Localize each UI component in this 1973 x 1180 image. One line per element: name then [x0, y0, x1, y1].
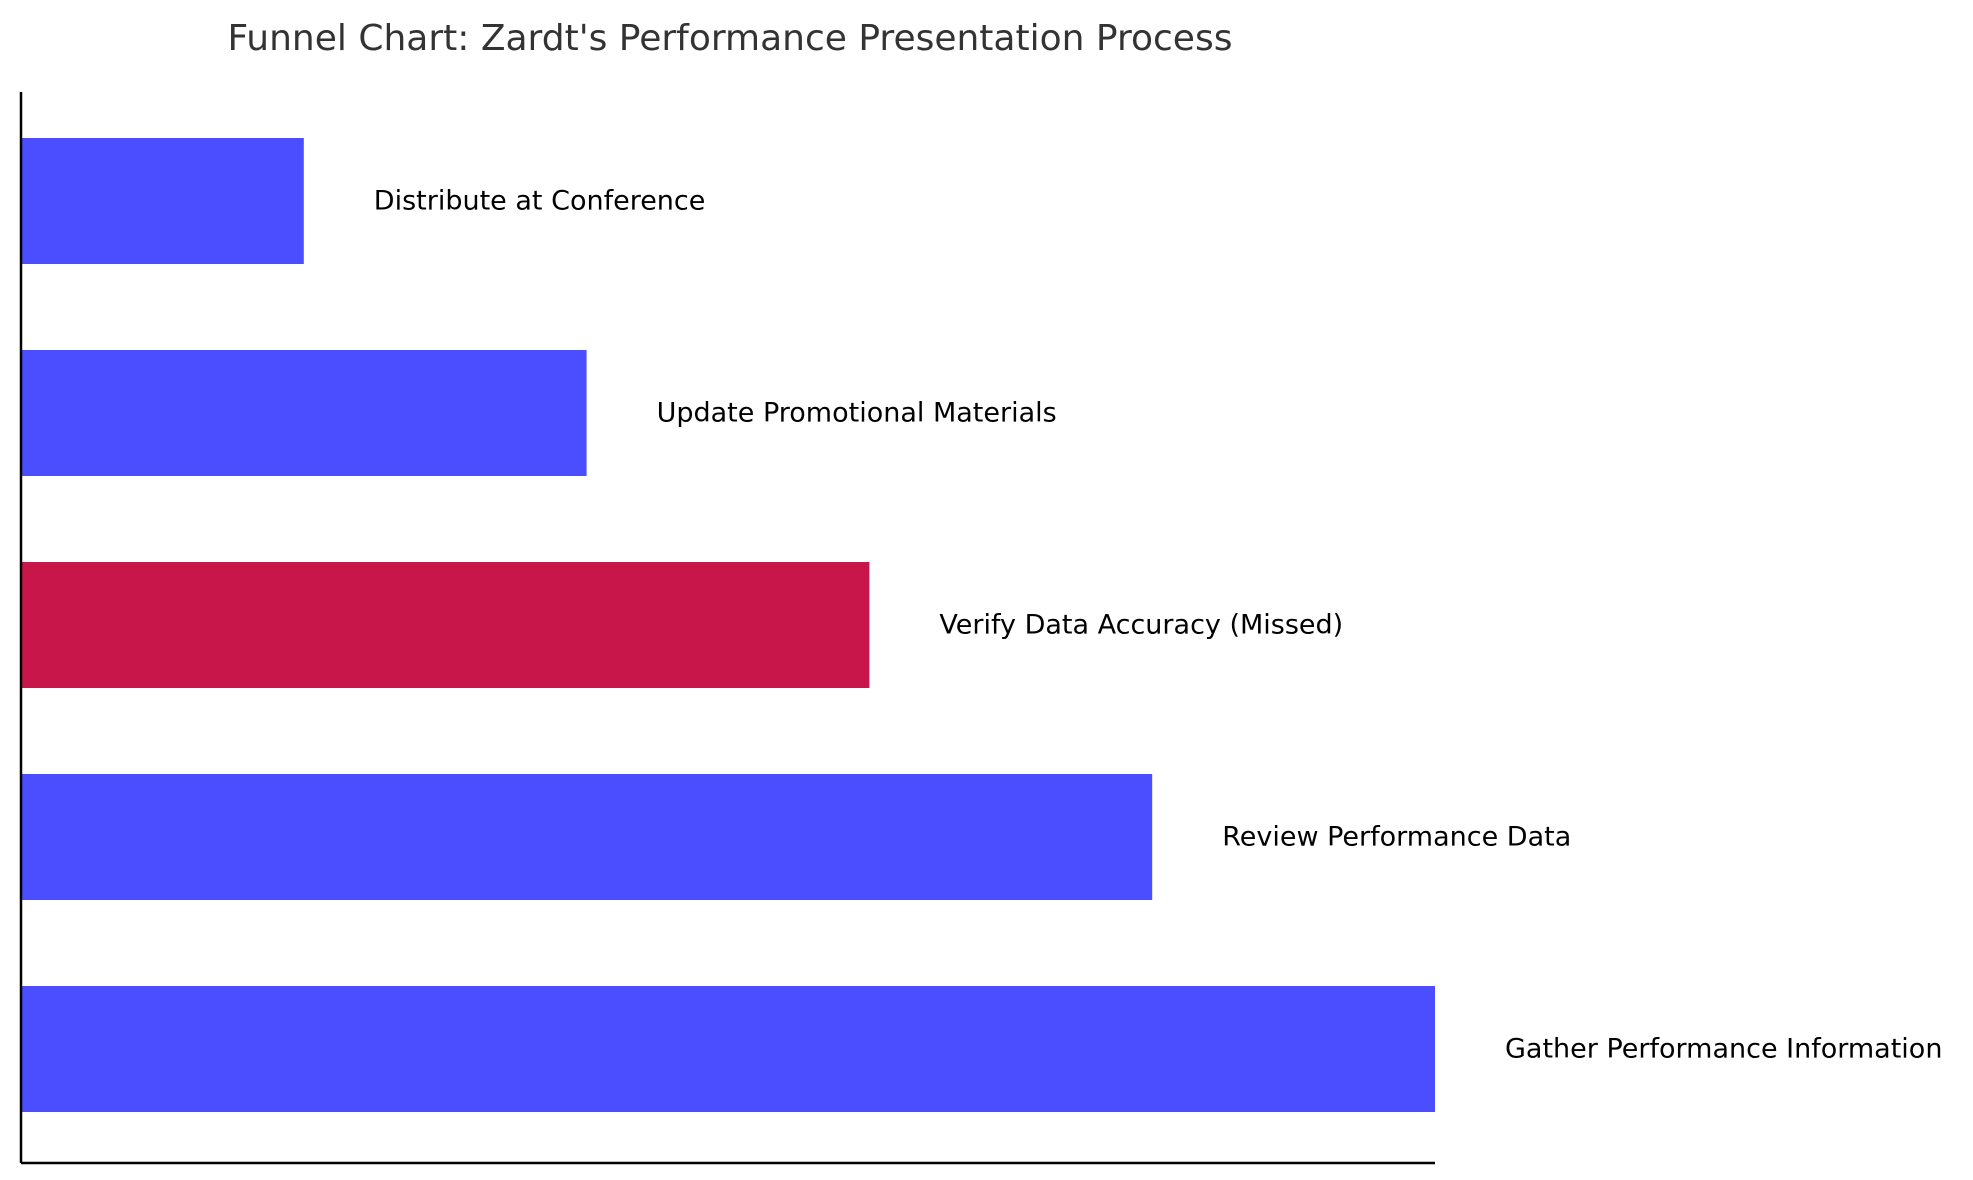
bar-label-5: Distribute at Conference [374, 186, 706, 217]
bar-label-1: Gather Performance Information [1505, 1034, 1942, 1065]
bar-4 [21, 350, 587, 476]
bar-3 [21, 562, 870, 688]
bar-label-4: Update Promotional Materials [657, 398, 1057, 429]
labels-group: Gather Performance Information Review Per… [374, 186, 1943, 1065]
bar-label-2: Review Performance Data [1222, 822, 1571, 853]
bar-label-3: Verify Data Accuracy (Missed) [939, 610, 1343, 641]
bar-5 [21, 138, 304, 264]
chart-title: Funnel Chart: Zardt's Performance Presen… [228, 18, 1233, 59]
bars-group [21, 138, 1435, 1112]
bar-2 [21, 774, 1153, 900]
bar-1 [21, 986, 1435, 1112]
